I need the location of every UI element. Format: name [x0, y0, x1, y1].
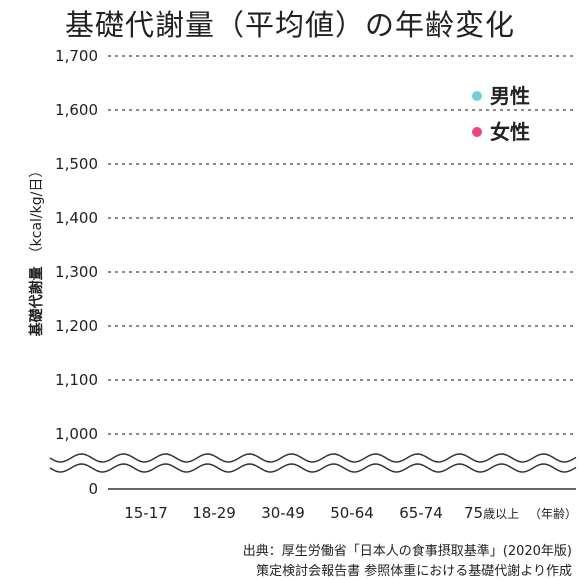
y-tick-label: 1,600 — [55, 101, 98, 119]
y-tick-label: 1,200 — [55, 317, 98, 335]
x-tick-label: 15-17 — [124, 504, 168, 522]
x-tick-label: 30-49 — [261, 504, 305, 522]
source-line-1: 出典：厚生労働省「日本人の食事摂取基準」(2020年版) — [242, 544, 572, 559]
y-tick-label: 1,300 — [55, 263, 98, 281]
x-tick-label: 50-64 — [330, 504, 374, 522]
x-tick-suffix: 歳以上 — [483, 507, 519, 521]
y-tick-label: 1,400 — [55, 209, 98, 227]
x-tick-label: 75歳以上 — [464, 504, 519, 522]
y-tick-label: 1,700 — [55, 47, 98, 65]
x-axis-unit: （年齢） — [529, 506, 577, 521]
y-tick-label: 1,100 — [55, 371, 98, 389]
y-tick-label: 0 — [88, 480, 98, 498]
y-tick-label: 1,500 — [55, 155, 98, 173]
x-tick-label: 65-74 — [399, 504, 443, 522]
axis-break-wave — [49, 463, 577, 473]
legend-label: 男性 — [490, 84, 530, 108]
x-tick-label: 18-29 — [192, 504, 236, 522]
legend-marker — [472, 127, 482, 137]
axis-break-wave — [49, 453, 577, 463]
source-line-2: 策定検討会報告書 参照体重における基礎代謝より作成 — [256, 564, 572, 579]
y-tick-label: 1,000 — [55, 425, 98, 443]
legend-label: 女性 — [490, 120, 530, 144]
legend-marker — [472, 91, 482, 101]
chart-title: 基礎代謝量（平均値）の年齢変化 — [64, 8, 515, 42]
